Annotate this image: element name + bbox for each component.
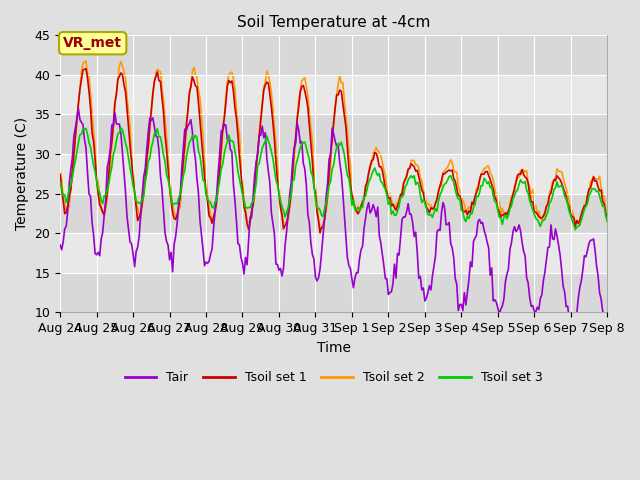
X-axis label: Time: Time xyxy=(317,341,351,355)
Legend: Tair, Tsoil set 1, Tsoil set 2, Tsoil set 3: Tair, Tsoil set 1, Tsoil set 2, Tsoil se… xyxy=(120,366,547,389)
Bar xyxy=(60,273,607,312)
Bar xyxy=(60,154,607,193)
Bar xyxy=(60,75,607,115)
Bar xyxy=(60,36,607,75)
Title: Soil Temperature at -4cm: Soil Temperature at -4cm xyxy=(237,15,430,30)
Bar xyxy=(60,193,607,233)
Text: VR_met: VR_met xyxy=(63,36,122,50)
Y-axis label: Temperature (C): Temperature (C) xyxy=(15,117,29,230)
Bar xyxy=(60,233,607,273)
Bar xyxy=(60,115,607,154)
